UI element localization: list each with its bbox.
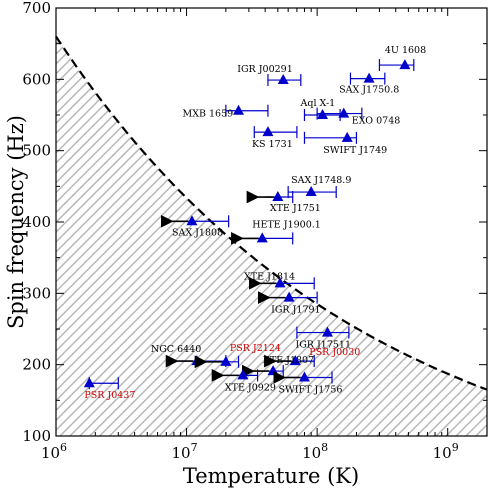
data-point-ks-1731: KS 1731 xyxy=(252,126,298,150)
triangle-marker xyxy=(341,131,353,142)
data-point-4u-1608: 4U 1608 xyxy=(378,45,426,72)
data-point-igr-j00291: IGR J00291 xyxy=(237,64,302,87)
data-point-mxb-1659: MXB 1659 xyxy=(183,104,269,120)
hatched-area xyxy=(56,36,487,436)
source-label: SWIFT J1756 xyxy=(278,385,342,396)
source-label: PSR J2124 xyxy=(230,343,281,354)
source-label: SAX J1748.9 xyxy=(291,175,351,186)
y-axis-title: Spin frequency (Hz) xyxy=(4,115,28,329)
source-label: XTE J0929 xyxy=(225,382,276,393)
y-tick-label: 600 xyxy=(22,70,51,88)
x-tick-exponent: 7 xyxy=(191,441,198,454)
triangle-marker xyxy=(363,72,375,83)
data-point-psr-j0030: PSR J0030 xyxy=(264,347,360,368)
y-tick-label: 700 xyxy=(22,0,51,17)
y-tick-label: 200 xyxy=(22,356,51,374)
triangle-marker xyxy=(83,377,95,388)
source-label: PSR J0030 xyxy=(309,347,360,358)
data-point-exo-0748: EXO 0748 xyxy=(316,107,401,127)
source-label: 4U 1608 xyxy=(385,45,426,56)
x-tick-label: 107 xyxy=(172,441,198,462)
source-label: SAX J1808 xyxy=(172,227,223,238)
data-point-psr-j0437: PSR J0437 xyxy=(83,377,135,401)
source-label: SWIFT J1749 xyxy=(323,145,387,156)
data-point-xte-j0929: XTE J0929 xyxy=(211,368,276,393)
triangle-marker xyxy=(274,277,286,288)
source-label: SAX J1750.8 xyxy=(339,85,399,96)
data-point-igr-j1791: IGR J1791 xyxy=(257,291,321,316)
triangle-marker xyxy=(283,291,295,302)
data-point-hete-j1900-1: HETE J1900.1 xyxy=(231,219,321,245)
triangle-marker xyxy=(237,369,249,380)
triangle-marker xyxy=(262,126,274,137)
y-tick-label: 500 xyxy=(22,142,51,160)
x-axis-title: Temperature (K) xyxy=(183,464,359,488)
data-point-sax-j1808: SAX J1808 xyxy=(160,214,230,238)
triangle-marker xyxy=(256,232,268,243)
data-point-aql-x-1: Aql X-1 xyxy=(300,98,341,121)
triangle-marker xyxy=(233,104,245,115)
data-point-psr-j2124: PSR J2124 xyxy=(194,343,281,369)
data-point-swift-j1749: SWIFT J1749 xyxy=(303,131,387,156)
triangle-marker xyxy=(186,215,198,226)
source-label: MXB 1659 xyxy=(183,109,234,120)
triangle-marker xyxy=(289,355,301,366)
x-tick-exponent: 6 xyxy=(60,441,67,454)
triangle-marker xyxy=(338,107,350,118)
y-tick-label: 400 xyxy=(22,213,51,231)
data-point-swift-j1756: SWIFT J1756 xyxy=(273,371,342,396)
data-point-xte-j1751: XTE J1751 xyxy=(246,190,321,214)
data-point-igr-j17511: IGR J17511 xyxy=(295,326,351,351)
x-tick-exponent: 8 xyxy=(321,441,328,454)
triangle-marker xyxy=(321,326,333,337)
dashed-instability-curve xyxy=(55,35,488,391)
triangle-marker xyxy=(277,74,289,85)
source-label: XTE J1814 xyxy=(244,271,295,282)
y-tick-label: 100 xyxy=(22,427,51,445)
x-tick-label: 106 xyxy=(41,441,67,462)
triangle-marker xyxy=(272,191,284,202)
source-label: IGR J1791 xyxy=(271,305,321,316)
x-tick-exponent: 9 xyxy=(452,441,459,454)
source-label: Aql X-1 xyxy=(300,98,336,109)
x-tick-label: 109 xyxy=(433,441,459,462)
source-label: NGC 6440 xyxy=(151,344,201,355)
triangle-marker xyxy=(305,186,317,197)
triangle-marker xyxy=(220,355,232,366)
data-point-sax-j1750-8: SAX J1750.8 xyxy=(339,72,399,96)
source-label: PSR J0437 xyxy=(84,390,135,401)
source-label: HETE J1900.1 xyxy=(252,219,321,230)
source-label: XTE J1751 xyxy=(270,203,321,214)
excluded-region-hatch xyxy=(56,36,487,436)
data-point-xte-j1814: XTE J1814 xyxy=(244,271,315,290)
y-tick-label: 300 xyxy=(22,284,51,302)
source-label: XTE J1807 xyxy=(263,355,314,366)
source-label: IGR J17511 xyxy=(295,340,351,351)
x-tick-label: 108 xyxy=(302,441,328,462)
source-label: IGR J00291 xyxy=(237,64,293,75)
source-label: EXO 0748 xyxy=(352,116,401,127)
source-label: KS 1731 xyxy=(252,139,293,150)
triangle-marker xyxy=(399,59,411,70)
triangle-marker xyxy=(298,371,310,382)
data-point-sax-j1748-9: SAX J1748.9 xyxy=(287,175,351,199)
